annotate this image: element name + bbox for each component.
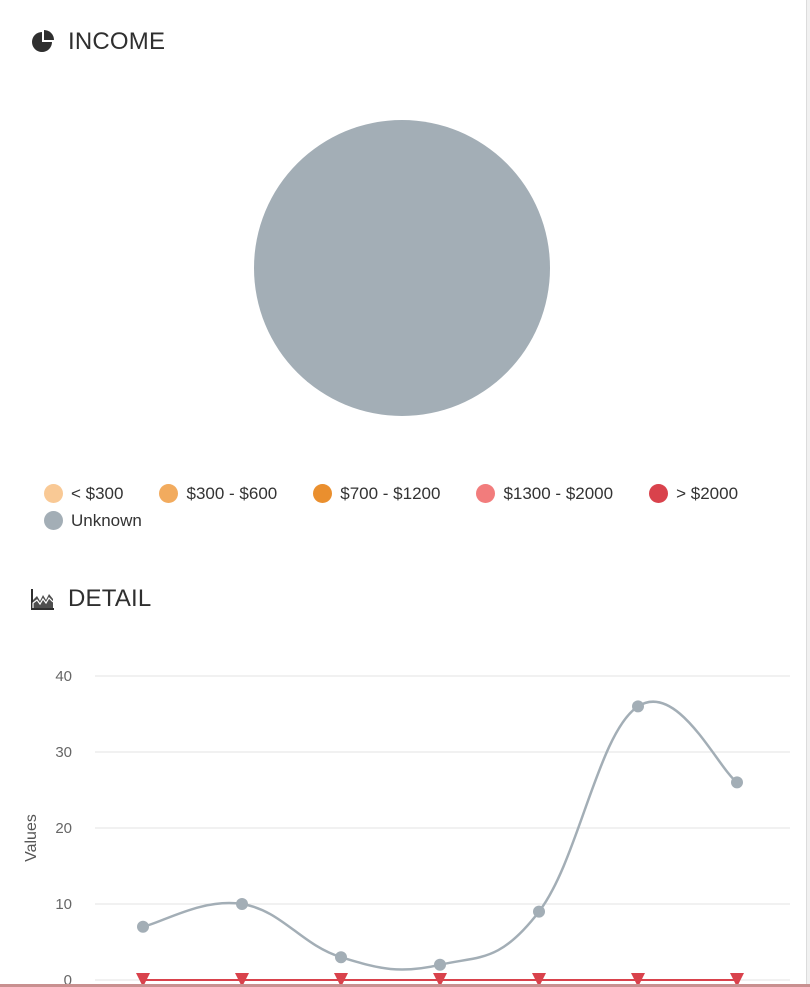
detail-header: DETAIL [30,585,151,613]
data-point[interactable] [631,973,645,987]
y-axis-title: Values [23,814,40,862]
legend-item[interactable]: < $300 [44,482,123,505]
data-point[interactable] [533,905,545,918]
area-chart-icon [31,589,54,610]
legend-item[interactable]: $300 - $600 [159,482,277,505]
detail-line-chart: 0 10 20 30 40 Values [23,668,790,987]
legend-swatch [313,484,333,503]
legend-swatch [44,484,63,503]
y-tick-label: 40 [55,668,72,685]
data-point[interactable] [433,973,447,987]
legend-swatch [159,484,179,503]
legend-label: $300 - $600 [186,484,278,503]
legend-label: $1300 - $2000 [503,484,614,503]
data-point[interactable] [236,898,248,910]
legend-item[interactable]: Unknown [44,509,142,532]
detail-title: DETAIL [68,585,152,612]
y-tick-label: 20 [55,820,72,837]
legend-label: $700 - $1200 [340,484,441,503]
legend-item[interactable]: > $2000 [649,482,738,505]
data-point[interactable] [434,958,446,971]
legend-swatch [44,511,63,530]
income-pie-chart [254,120,550,416]
data-point[interactable] [335,951,347,964]
pie-slice[interactable] [254,120,550,416]
y-tick-label: 30 [55,744,72,761]
legend-swatch [476,484,496,503]
legend-item[interactable]: $700 - $1200 [313,482,440,505]
legend-item[interactable]: $1300 - $2000 [476,482,613,505]
income-header: INCOME [30,28,165,56]
series-line [142,700,738,971]
data-point[interactable] [730,973,744,987]
legend-label: > $2000 [676,484,739,503]
legend-label: < $300 [71,484,124,503]
income-legend: < $300 $300 - $600 $700 - $1200 $1300 - $20… [44,482,784,536]
data-point[interactable] [532,973,546,987]
y-tick-label: 10 [55,896,72,913]
legend-swatch [649,484,669,503]
data-point[interactable] [136,973,150,987]
income-title: INCOME [68,28,166,55]
y-tick-label: 0 [64,972,72,987]
pie-chart-icon [32,30,54,52]
data-point[interactable] [632,700,644,713]
data-point[interactable] [731,776,743,789]
data-point[interactable] [334,973,348,987]
data-point[interactable] [235,973,249,987]
data-point[interactable] [137,920,149,933]
legend-label: Unknown [71,511,142,530]
bottom-border [0,984,810,987]
